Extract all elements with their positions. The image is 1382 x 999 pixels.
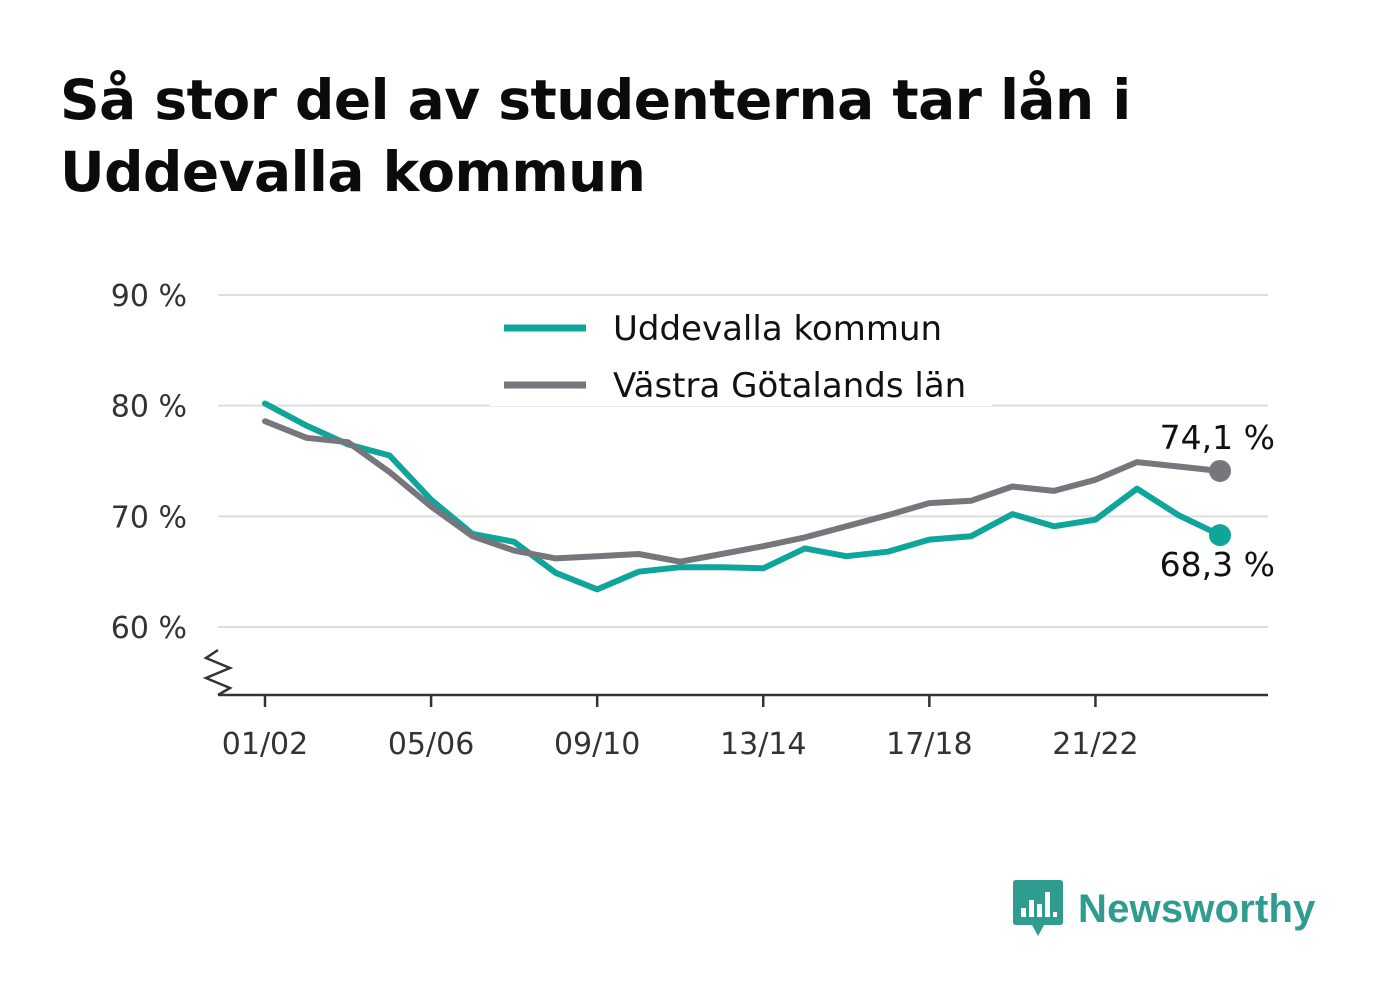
series-line-0 — [262, 400, 1223, 593]
legend-label-1: Västra Götalands län — [613, 366, 966, 406]
x-tick-label: 09/10 — [554, 727, 640, 762]
y-axis-labels: 60 % 70 % 80 % 90 % — [111, 279, 187, 646]
series-lines — [262, 400, 1231, 593]
line-chart: 60 % 70 % 80 % 90 % 01/02 05/06 09/10 13/14 17/… — [111, 279, 1275, 762]
chart-title: Så stor del av studenterna tar lån i Udd… — [60, 68, 1131, 204]
end-labels: 68,3 % 74,1 % — [1160, 418, 1275, 584]
y-tick-label: 90 % — [111, 279, 187, 314]
x-tick-label: 01/02 — [222, 727, 308, 762]
series-end-point-0 — [1209, 524, 1231, 547]
newsworthy-logo-icon — [1013, 880, 1063, 936]
legend-label-0: Uddevalla kommun — [613, 309, 942, 349]
brand-logo: Newsworthy — [1012, 878, 1316, 940]
legend: Uddevalla kommun Västra Götalands län — [490, 298, 992, 406]
x-axis — [202, 648, 1268, 707]
y-tick-label: 80 % — [111, 390, 187, 425]
end-label-0: 68,3 % — [1160, 545, 1275, 584]
series-line-1 — [262, 418, 1223, 565]
x-tick-label: 21/22 — [1052, 727, 1138, 762]
x-tick-label: 17/18 — [886, 727, 972, 762]
series-end-point-1 — [1209, 459, 1231, 482]
x-tick-label: 13/14 — [720, 727, 806, 762]
axis-break-mark — [202, 648, 234, 697]
x-tick-label: 05/06 — [388, 727, 474, 762]
end-label-1: 74,1 % — [1160, 418, 1275, 457]
y-tick-label: 70 % — [111, 500, 187, 535]
x-axis-labels: 01/02 05/06 09/10 13/14 17/18 21/22 — [222, 727, 1139, 762]
brand-name: Newsworthy — [1078, 886, 1316, 931]
y-tick-label: 60 % — [111, 611, 187, 646]
